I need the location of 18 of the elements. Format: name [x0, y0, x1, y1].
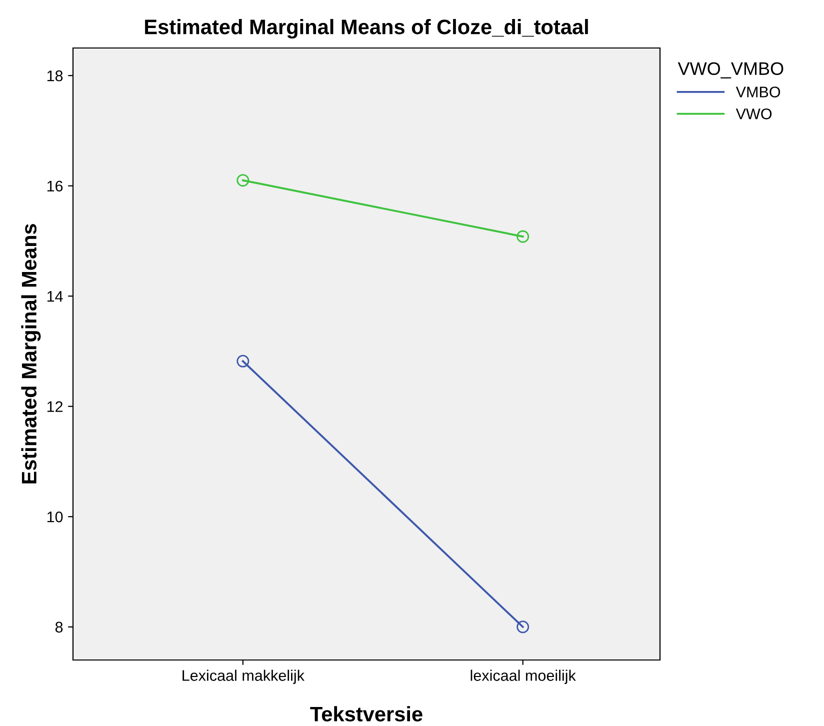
- point: [516, 230, 530, 243]
- x-axis-title: Tekstversie: [310, 706, 422, 722]
- legend-label: VMBO: [736, 86, 780, 98]
- point: [236, 174, 250, 187]
- legend-label: VWO: [736, 108, 772, 120]
- point: [516, 620, 530, 634]
- y-tick-label: 12: [47, 401, 63, 412]
- x-tick-label: lexicaal moeilijk: [470, 670, 576, 684]
- y-tick-label: 10: [47, 512, 63, 522]
- y-tick-label: 18: [47, 70, 63, 82]
- y-tick-label: 16: [47, 180, 63, 192]
- chart-title: Estimated Marginal Means of Cloze_di_totaal: [145, 19, 588, 39]
- y-axis-title: Estimated Marginal Means: [21, 224, 41, 484]
- x-tick-label: Lexicaal makkelijk: [182, 670, 304, 684]
- point: [236, 354, 250, 368]
- legend-title: VWO_VMBO: [678, 62, 784, 78]
- y-tick-label: 14: [47, 291, 63, 302]
- y-tick-label: 8: [55, 622, 63, 633]
